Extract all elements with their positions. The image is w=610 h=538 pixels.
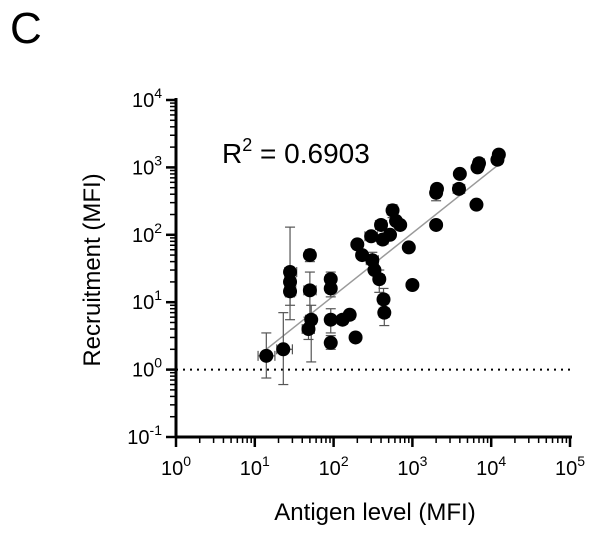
- y-tick-base: 10: [127, 427, 149, 449]
- data-point: [374, 217, 389, 232]
- data-point: [393, 217, 408, 232]
- y-tick-exponent: 2: [154, 220, 162, 236]
- data-point: [348, 330, 363, 345]
- y-tick-label: 102: [132, 220, 162, 247]
- x-axis-label: Antigen level (MFI): [274, 499, 475, 526]
- data-point: [364, 229, 379, 244]
- data-point: [276, 342, 291, 357]
- x-tick-exponent: 0: [183, 453, 191, 469]
- data-point: [323, 335, 338, 350]
- data-point: [469, 197, 484, 212]
- x-tick-exponent: 3: [420, 453, 428, 469]
- y-tick-base: 10: [132, 360, 154, 382]
- x-tick-exponent: 1: [262, 453, 270, 469]
- data-point: [372, 272, 387, 287]
- r-squared-base: R: [222, 138, 242, 169]
- y-tick-label: 104: [132, 85, 162, 112]
- data-point: [342, 307, 357, 322]
- x-tick-exponent: 2: [341, 453, 349, 469]
- axes-group: [166, 98, 572, 447]
- data-point: [376, 292, 391, 307]
- y-tick-label: 10-1: [127, 422, 162, 449]
- data-point: [491, 147, 506, 162]
- r-squared-annotation: R2 = 0.6903: [222, 135, 370, 169]
- y-axis-label: Recruitment (MFI): [79, 173, 106, 366]
- y-tick-label: 100: [132, 355, 162, 382]
- x-tick-exponent: 4: [498, 453, 506, 469]
- x-tick-base: 10: [397, 458, 419, 480]
- data-point: [451, 181, 466, 196]
- r-squared-value: = 0.6903: [252, 138, 370, 169]
- data-point: [429, 217, 444, 232]
- y-tick-base: 10: [132, 157, 154, 179]
- x-tick-label: 102: [319, 453, 349, 480]
- x-tick-label: 104: [476, 453, 506, 480]
- data-point: [259, 348, 274, 363]
- r-squared-superscript: 2: [242, 135, 252, 155]
- y-tick-base: 10: [132, 292, 154, 314]
- x-tick-exponent: 5: [577, 453, 585, 469]
- data-point: [302, 248, 317, 263]
- x-tick-base: 10: [161, 458, 183, 480]
- data-point: [323, 312, 338, 327]
- data-point: [471, 156, 486, 171]
- panel-label: C: [10, 4, 42, 53]
- data-point: [401, 240, 416, 255]
- x-tick-label: 100: [161, 453, 191, 480]
- x-tick-base: 10: [555, 458, 577, 480]
- y-tick-exponent: 3: [154, 152, 162, 168]
- data-point: [377, 305, 392, 320]
- data-point: [323, 272, 338, 287]
- data-point: [304, 312, 319, 327]
- data-point: [452, 166, 467, 181]
- data-point: [283, 284, 298, 299]
- x-tick-base: 10: [319, 458, 341, 480]
- x-tick-base: 10: [240, 458, 262, 480]
- y-tick-label: 103: [132, 152, 162, 179]
- data-point: [405, 277, 420, 292]
- y-tick-label: 101: [132, 287, 162, 314]
- x-tick-label: 101: [240, 453, 270, 480]
- y-tick-exponent: -1: [150, 422, 163, 438]
- x-tick-label: 103: [397, 453, 427, 480]
- y-tick-exponent: 1: [154, 287, 162, 303]
- data-point: [350, 237, 365, 252]
- data-point: [385, 203, 400, 218]
- y-tick-base: 10: [132, 90, 154, 112]
- data-points-group: [259, 147, 506, 363]
- x-tick-label: 105: [555, 453, 585, 480]
- y-tick-exponent: 0: [154, 355, 162, 371]
- data-point: [283, 265, 298, 280]
- data-point: [383, 227, 398, 242]
- y-tick-exponent: 4: [154, 85, 162, 101]
- data-point: [302, 283, 317, 298]
- x-tick-base: 10: [476, 458, 498, 480]
- data-point: [429, 181, 444, 196]
- y-tick-base: 10: [132, 225, 154, 247]
